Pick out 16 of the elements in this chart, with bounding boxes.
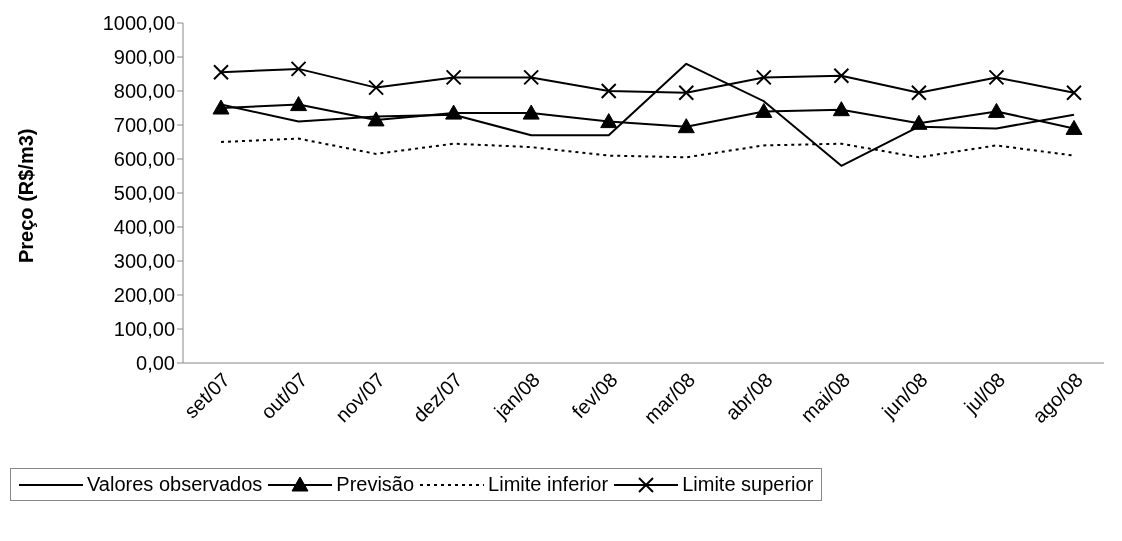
y-tick-label: 200,00 [113, 284, 175, 307]
y-tick-label: 900,00 [113, 46, 175, 69]
y-axis-title: Preço (R$/m3) [15, 128, 38, 263]
y-tick-label: 100,00 [113, 318, 175, 341]
y-tick-label: 0,00 [136, 352, 175, 375]
y-tick-label: 500,00 [113, 182, 175, 205]
y-tick-label: 700,00 [113, 114, 175, 137]
legend-label: Limite superior [682, 473, 814, 496]
legend-label: Limite inferior [488, 473, 609, 496]
y-tick-label: 1000,00 [102, 12, 175, 35]
y-tick-label: 600,00 [113, 148, 175, 171]
y-tick-label: 300,00 [113, 250, 175, 273]
legend-label: Valores observados [87, 473, 263, 496]
y-tick-label: 800,00 [113, 80, 175, 103]
legend-label: Previsão [336, 473, 415, 496]
y-tick-label: 400,00 [113, 216, 175, 239]
